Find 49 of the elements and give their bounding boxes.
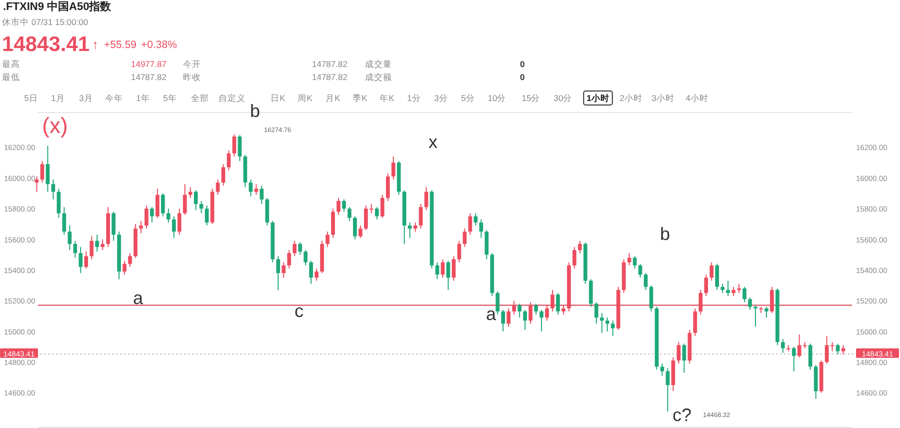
- text: 自定义: [218, 93, 246, 103]
- text: 15分: [522, 93, 540, 103]
- text: +0.38%: [141, 39, 177, 51]
- text: 最高: [2, 59, 20, 69]
- text: 14787.82: [312, 72, 348, 82]
- text: 成交量: [365, 59, 392, 69]
- text: 14787.82: [131, 72, 167, 82]
- text: 月K: [326, 93, 341, 103]
- text: 1年: [136, 93, 150, 103]
- text: 4小时: [686, 93, 708, 103]
- text: 1小时: [586, 93, 610, 103]
- text: 今开: [183, 59, 201, 69]
- text: 3月: [79, 93, 93, 103]
- annotation: x: [428, 132, 438, 152]
- text: 日K: [270, 93, 286, 103]
- text: 周K: [298, 93, 313, 103]
- text: 年K: [380, 93, 395, 103]
- text: 昨收: [183, 72, 201, 82]
- text: 30分: [554, 93, 572, 103]
- annotation: c?: [672, 405, 692, 425]
- text: 最低: [2, 72, 20, 82]
- annotation: c: [294, 301, 304, 321]
- text: 2小时: [620, 93, 642, 103]
- annotation: a: [132, 288, 144, 308]
- text: 10分: [488, 93, 506, 103]
- text: 0: [520, 72, 525, 82]
- annotation: (x): [42, 113, 68, 138]
- text: 5年: [163, 93, 177, 103]
- text: 14787.82: [312, 59, 348, 69]
- text: 季K: [352, 93, 368, 103]
- text: 3分: [434, 93, 448, 103]
- chart-subtitle: 休市中 07/31 15:00:00: [2, 17, 88, 27]
- text: 5日: [24, 93, 38, 103]
- text: 1分: [407, 93, 421, 103]
- annotation: b: [660, 224, 670, 244]
- text: 成交额: [365, 72, 392, 82]
- annotation: a: [486, 304, 497, 324]
- text: 全部: [191, 93, 209, 103]
- annotation: b: [250, 101, 260, 121]
- text: 0: [520, 59, 525, 69]
- text: ↑: [92, 37, 98, 52]
- text: 14843.41: [2, 33, 90, 56]
- text: +55.59: [104, 39, 137, 51]
- text: 1月: [51, 93, 65, 103]
- chart-title: .FTXIN9 中国A50指数: [3, 0, 112, 13]
- text: 3小时: [652, 93, 674, 103]
- text: 5分: [461, 93, 475, 103]
- text: 14977.87: [131, 59, 167, 69]
- text: 今年: [105, 93, 123, 103]
